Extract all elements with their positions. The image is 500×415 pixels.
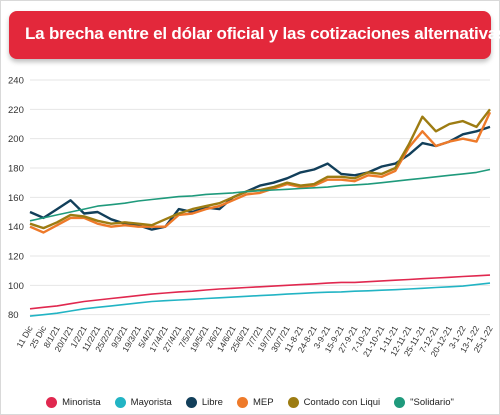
series-line-3 <box>29 111 492 234</box>
legend-label: Libre <box>201 396 223 408</box>
y-tick-label: 140 <box>8 222 24 233</box>
series-line-5 <box>29 168 491 222</box>
legend-marker-icon <box>236 396 248 408</box>
legend-marker-icon <box>287 396 299 408</box>
legend-label: MEP <box>252 396 274 408</box>
legend-item: Minorista <box>46 392 101 412</box>
legend: Minorista Mayorista Libre MEP Contado con Li… <box>0 392 500 412</box>
series-lines <box>29 108 492 317</box>
legend-label: Minorista <box>62 396 101 408</box>
legend-label: "Solidario" <box>410 396 454 408</box>
series-line-0 <box>29 274 491 310</box>
y-tick-label: 200 <box>8 134 24 145</box>
series-line-4 <box>29 108 491 230</box>
chart-title: La brecha entre el dólar oficial y las c… <box>25 24 500 43</box>
legend-item: Libre <box>185 392 223 412</box>
legend-marker-icon <box>394 396 406 408</box>
grid <box>30 79 490 316</box>
y-axis-ticks: 80 100 120 140 160 180 200 220 240 <box>8 76 24 322</box>
y-tick-label: 180 <box>8 164 24 175</box>
y-tick-label: 240 <box>8 76 24 87</box>
legend-label: Contado con Liqui <box>303 396 381 408</box>
legend-item: Contado con Liqui <box>287 392 381 412</box>
y-tick-label: 220 <box>8 105 24 116</box>
series-line-1 <box>29 282 491 317</box>
series-line-2 <box>29 125 491 231</box>
title-banner: La brecha entre el dólar oficial y las c… <box>9 11 500 59</box>
legend-marker-icon <box>185 396 197 408</box>
legend-label: Mayorista <box>130 396 172 408</box>
legend-marker-icon <box>114 396 126 408</box>
legend-item: Mayorista <box>114 392 172 412</box>
legend-marker-icon <box>46 396 58 408</box>
y-tick-label: 160 <box>8 193 24 204</box>
legend-item: "Solidario" <box>394 392 454 412</box>
y-tick-label: 120 <box>8 252 24 263</box>
legend-item: MEP <box>236 392 274 412</box>
y-tick-label: 100 <box>8 281 24 292</box>
y-tick-label: 80 <box>8 310 19 321</box>
